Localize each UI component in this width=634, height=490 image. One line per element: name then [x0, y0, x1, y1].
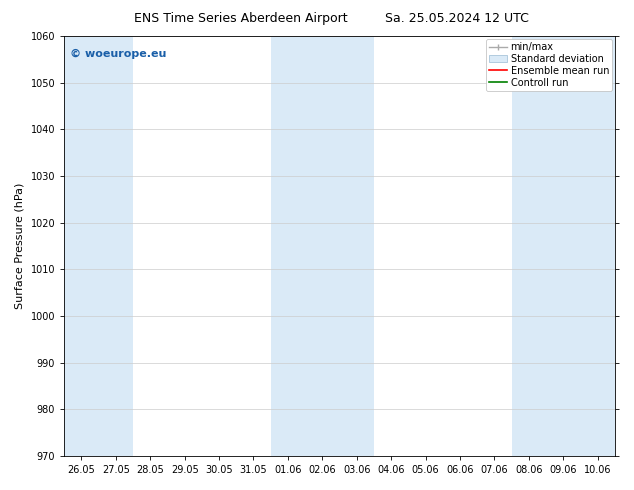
Bar — [271, 36, 374, 456]
Y-axis label: Surface Pressure (hPa): Surface Pressure (hPa) — [15, 183, 25, 309]
Bar — [512, 36, 615, 456]
Legend: min/max, Standard deviation, Ensemble mean run, Controll run: min/max, Standard deviation, Ensemble me… — [486, 39, 612, 91]
Text: ENS Time Series Aberdeen Airport: ENS Time Series Aberdeen Airport — [134, 12, 347, 25]
Text: © woeurope.eu: © woeurope.eu — [70, 49, 166, 59]
Text: Sa. 25.05.2024 12 UTC: Sa. 25.05.2024 12 UTC — [385, 12, 528, 25]
Bar — [64, 36, 133, 456]
